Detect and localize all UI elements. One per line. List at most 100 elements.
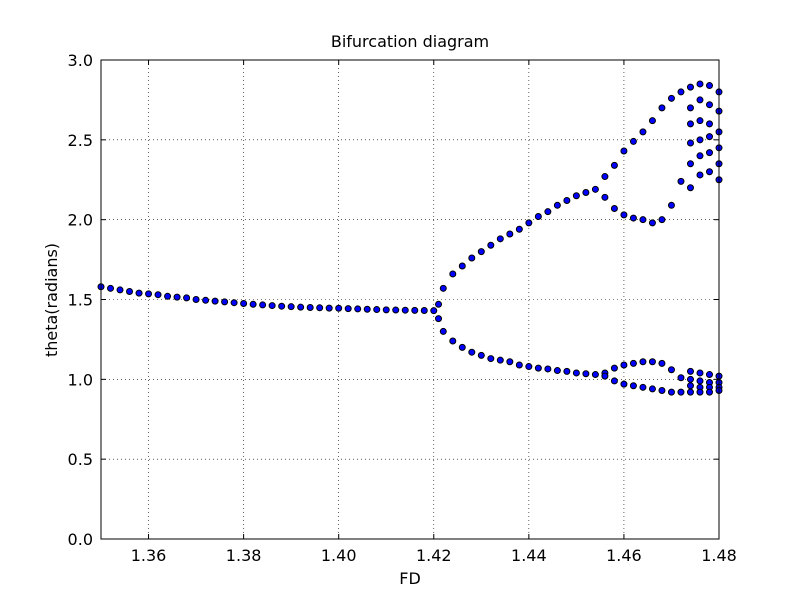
data-point <box>439 284 447 292</box>
data-point <box>553 367 561 375</box>
data-point <box>164 292 172 300</box>
data-point <box>696 388 704 396</box>
data-point <box>686 367 694 375</box>
data-point <box>287 303 295 311</box>
data-point <box>667 366 675 374</box>
data-point <box>435 300 443 308</box>
data-point <box>487 355 495 363</box>
data-point <box>677 177 685 185</box>
x-tick-label: 1.38 <box>226 546 262 565</box>
data-point <box>696 80 704 88</box>
x-axis-label: FD <box>399 569 421 588</box>
data-point <box>411 306 419 314</box>
data-point <box>696 117 704 125</box>
data-point <box>116 286 124 294</box>
data-point <box>572 369 580 377</box>
data-point <box>107 284 115 292</box>
data-point <box>629 382 637 390</box>
data-point <box>705 120 713 128</box>
data-point <box>145 290 153 298</box>
data-point <box>705 101 713 109</box>
data-point <box>610 364 618 372</box>
data-point <box>667 388 675 396</box>
data-point <box>439 327 447 335</box>
y-tick-label: 1.0 <box>68 370 93 389</box>
data-point <box>392 306 400 314</box>
data-point <box>686 382 694 390</box>
data-point <box>639 216 647 224</box>
data-point <box>620 211 628 219</box>
data-point <box>458 343 466 351</box>
data-point <box>183 294 191 302</box>
data-point <box>610 161 618 169</box>
y-axis-label: theta(radians) <box>42 243 61 357</box>
y-tick-label: 2.0 <box>68 211 93 230</box>
data-point <box>221 298 229 306</box>
data-point <box>202 296 210 304</box>
data-point <box>686 388 694 396</box>
data-point <box>629 359 637 367</box>
x-tick-label: 1.46 <box>606 546 642 565</box>
data-point <box>525 363 533 371</box>
data-point <box>677 374 685 382</box>
data-point <box>610 204 618 212</box>
data-point <box>278 302 286 310</box>
data-point <box>401 306 409 314</box>
x-tick-label: 1.42 <box>416 546 452 565</box>
data-point <box>458 262 466 270</box>
data-point <box>639 128 647 136</box>
data-point <box>230 299 238 307</box>
data-point <box>335 304 343 312</box>
data-point <box>325 304 333 312</box>
data-point <box>572 192 580 200</box>
plot-frame <box>100 59 720 540</box>
data-point <box>610 377 618 385</box>
data-point <box>468 254 476 262</box>
data-point <box>563 197 571 205</box>
data-point <box>496 356 504 364</box>
data-point <box>705 388 713 396</box>
data-point <box>563 367 571 375</box>
data-point <box>435 315 443 323</box>
data-point <box>620 361 628 369</box>
data-point <box>629 137 637 145</box>
data-point <box>658 387 666 395</box>
data-point <box>354 305 362 313</box>
data-point <box>544 365 552 373</box>
data-point <box>534 212 542 220</box>
data-point <box>553 201 561 209</box>
data-point <box>705 168 713 176</box>
data-point <box>696 369 704 377</box>
data-point <box>306 303 314 311</box>
data-point <box>648 358 656 366</box>
data-point <box>648 219 656 227</box>
data-point <box>382 306 390 314</box>
data-point <box>686 139 694 147</box>
data-point <box>658 216 666 224</box>
data-point <box>430 307 438 315</box>
data-point <box>639 383 647 391</box>
data-point <box>677 388 685 396</box>
data-point <box>487 241 495 249</box>
x-tick-label: 1.48 <box>701 546 737 565</box>
data-point <box>373 306 381 314</box>
data-point <box>506 230 514 238</box>
data-point <box>344 305 352 313</box>
data-point <box>696 152 704 160</box>
data-point <box>135 289 143 297</box>
data-point <box>648 117 656 125</box>
data-point <box>705 82 713 90</box>
data-point <box>686 83 694 91</box>
y-tick-label: 2.5 <box>68 131 93 150</box>
data-point <box>601 173 609 181</box>
data-point <box>639 358 647 366</box>
data-point <box>506 358 514 366</box>
data-point <box>677 88 685 96</box>
data-point <box>249 300 257 308</box>
data-point <box>211 297 219 305</box>
x-tick-label: 1.36 <box>131 546 167 565</box>
data-point <box>648 385 656 393</box>
data-point <box>591 185 599 193</box>
data-point <box>525 219 533 227</box>
data-point <box>154 291 162 299</box>
